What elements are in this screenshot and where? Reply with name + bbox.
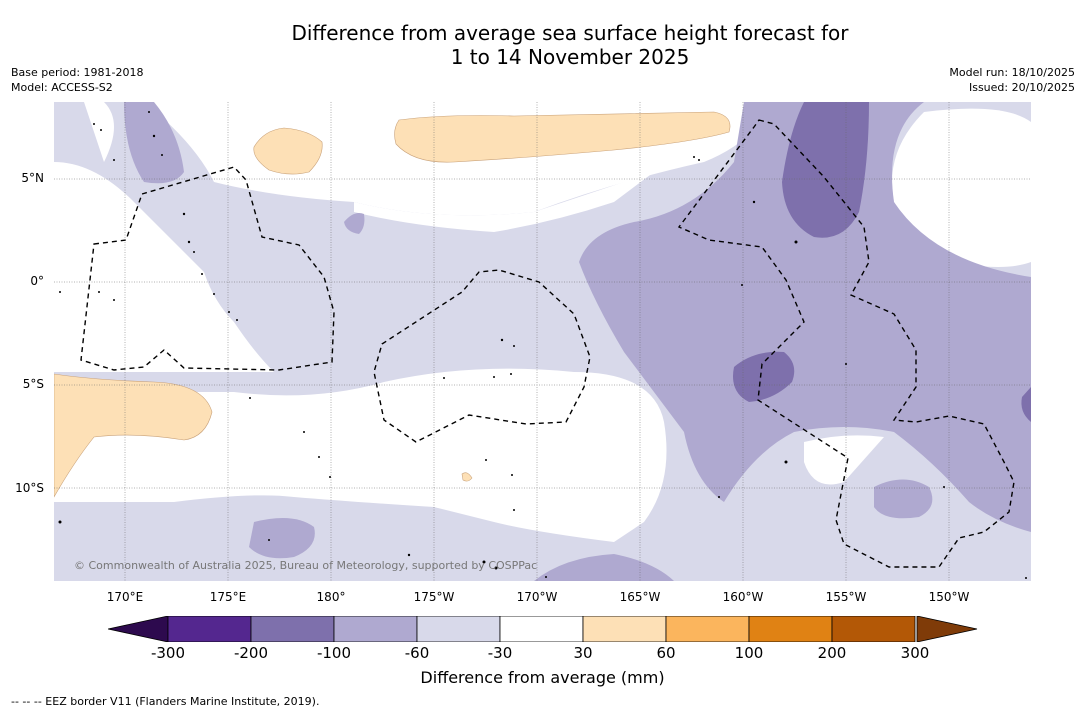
title-line-1: Difference from average sea surface heig…	[291, 21, 849, 45]
lat-label-5n: 5°N	[21, 171, 44, 185]
colorbar-tick: 60	[656, 644, 676, 662]
eez-borders	[80, 119, 1015, 568]
colorbar-tick: -60	[404, 644, 430, 662]
sea-level-map	[54, 102, 1031, 581]
neutral-region-west	[54, 162, 274, 372]
colorbar-segment	[665, 616, 750, 642]
colorbar-segment	[250, 616, 335, 642]
lon-label-175w: 175°W	[413, 590, 455, 604]
colorbar-segments	[167, 616, 916, 642]
colorbar-segment	[416, 616, 501, 642]
colorbar-tick: 100	[734, 644, 764, 662]
colorbar-tick: 30	[573, 644, 593, 662]
colorbar-over-arrow	[916, 616, 978, 642]
colorbar-tick: -30	[487, 644, 513, 662]
negative-anomaly-strong-center	[733, 351, 795, 402]
neutral-region-north-strip	[354, 172, 654, 232]
neutral-region-north	[54, 102, 114, 162]
positive-anomaly-west	[54, 373, 213, 498]
colorbar-segment	[831, 616, 916, 642]
negative-anomaly-medium-south	[249, 518, 315, 559]
negative-anomaly-medium-small	[344, 213, 365, 234]
model-name: Model: ACCESS-S2	[11, 81, 113, 94]
metadata-right: Model run: 18/10/2025 Issued: 20/10/2025	[949, 65, 1075, 95]
neutral-region-southeast	[804, 435, 884, 485]
colorbar-segment	[333, 616, 418, 642]
colorbar-tick: 300	[900, 644, 930, 662]
colorbar-segment	[167, 616, 252, 642]
negative-anomaly-medium-northwest	[124, 102, 184, 184]
lon-label-150w: 150°W	[928, 590, 970, 604]
negative-anomaly-medium-southeast	[874, 479, 933, 519]
colorbar-segment	[748, 616, 833, 642]
lat-label-10s: 10°S	[15, 481, 44, 495]
map-grid	[54, 102, 1031, 581]
lon-label-175e: 175°E	[209, 590, 247, 604]
lon-label-170e: 170°E	[106, 590, 144, 604]
colorbar-tick: -300	[150, 644, 186, 662]
eez-border-center	[373, 269, 591, 443]
negative-anomaly-medium-east	[579, 102, 1031, 532]
copyright-notice: © Commonwealth of Australia 2025, Bureau…	[74, 559, 538, 572]
colorbar-tick: -200	[233, 644, 269, 662]
positive-anomaly-small	[461, 472, 473, 482]
islands	[58, 111, 1027, 579]
issued-date: Issued: 20/10/2025	[968, 81, 1075, 94]
base-period: Base period: 1981-2018	[11, 66, 144, 79]
colorbar-label: Difference from average (mm)	[420, 668, 665, 687]
model-run: Model run: 18/10/2025	[949, 66, 1075, 79]
negative-anomaly-strong-edge	[1021, 387, 1031, 422]
metadata-left: Base period: 1981-2018 Model: ACCESS-S2	[11, 65, 143, 95]
chart-title: Difference from average sea surface heig…	[0, 21, 1085, 69]
lon-label-170w: 170°W	[516, 590, 558, 604]
colorbar-segment	[499, 616, 584, 642]
lon-label-165w: 165°W	[619, 590, 661, 604]
lon-label-155w: 155°W	[825, 590, 867, 604]
positive-anomaly-north-1	[253, 127, 323, 175]
negative-anomaly-medium-bottom	[534, 554, 674, 581]
eez-footnote: -- -- -- EEZ border V11 (Flanders Marine…	[11, 695, 320, 708]
colorbar-under-arrow	[108, 616, 169, 642]
lon-label-160w: 160°W	[722, 590, 764, 604]
colorbar-segment	[582, 616, 667, 642]
colorbar-tick: 200	[817, 644, 847, 662]
lat-label-0: 0°	[30, 274, 44, 288]
eez-border-east	[677, 119, 1015, 568]
negative-anomaly-strong-north	[782, 102, 869, 238]
lon-label-180: 180°	[316, 590, 346, 604]
lat-label-5s: 5°S	[22, 377, 44, 391]
colorbar	[108, 616, 978, 642]
title-line-2: 1 to 14 November 2025	[450, 45, 690, 69]
neutral-region-east	[892, 108, 1031, 268]
colorbar-tick: -100	[316, 644, 352, 662]
positive-anomaly-north-2	[394, 111, 731, 163]
eez-border-west	[80, 166, 335, 371]
